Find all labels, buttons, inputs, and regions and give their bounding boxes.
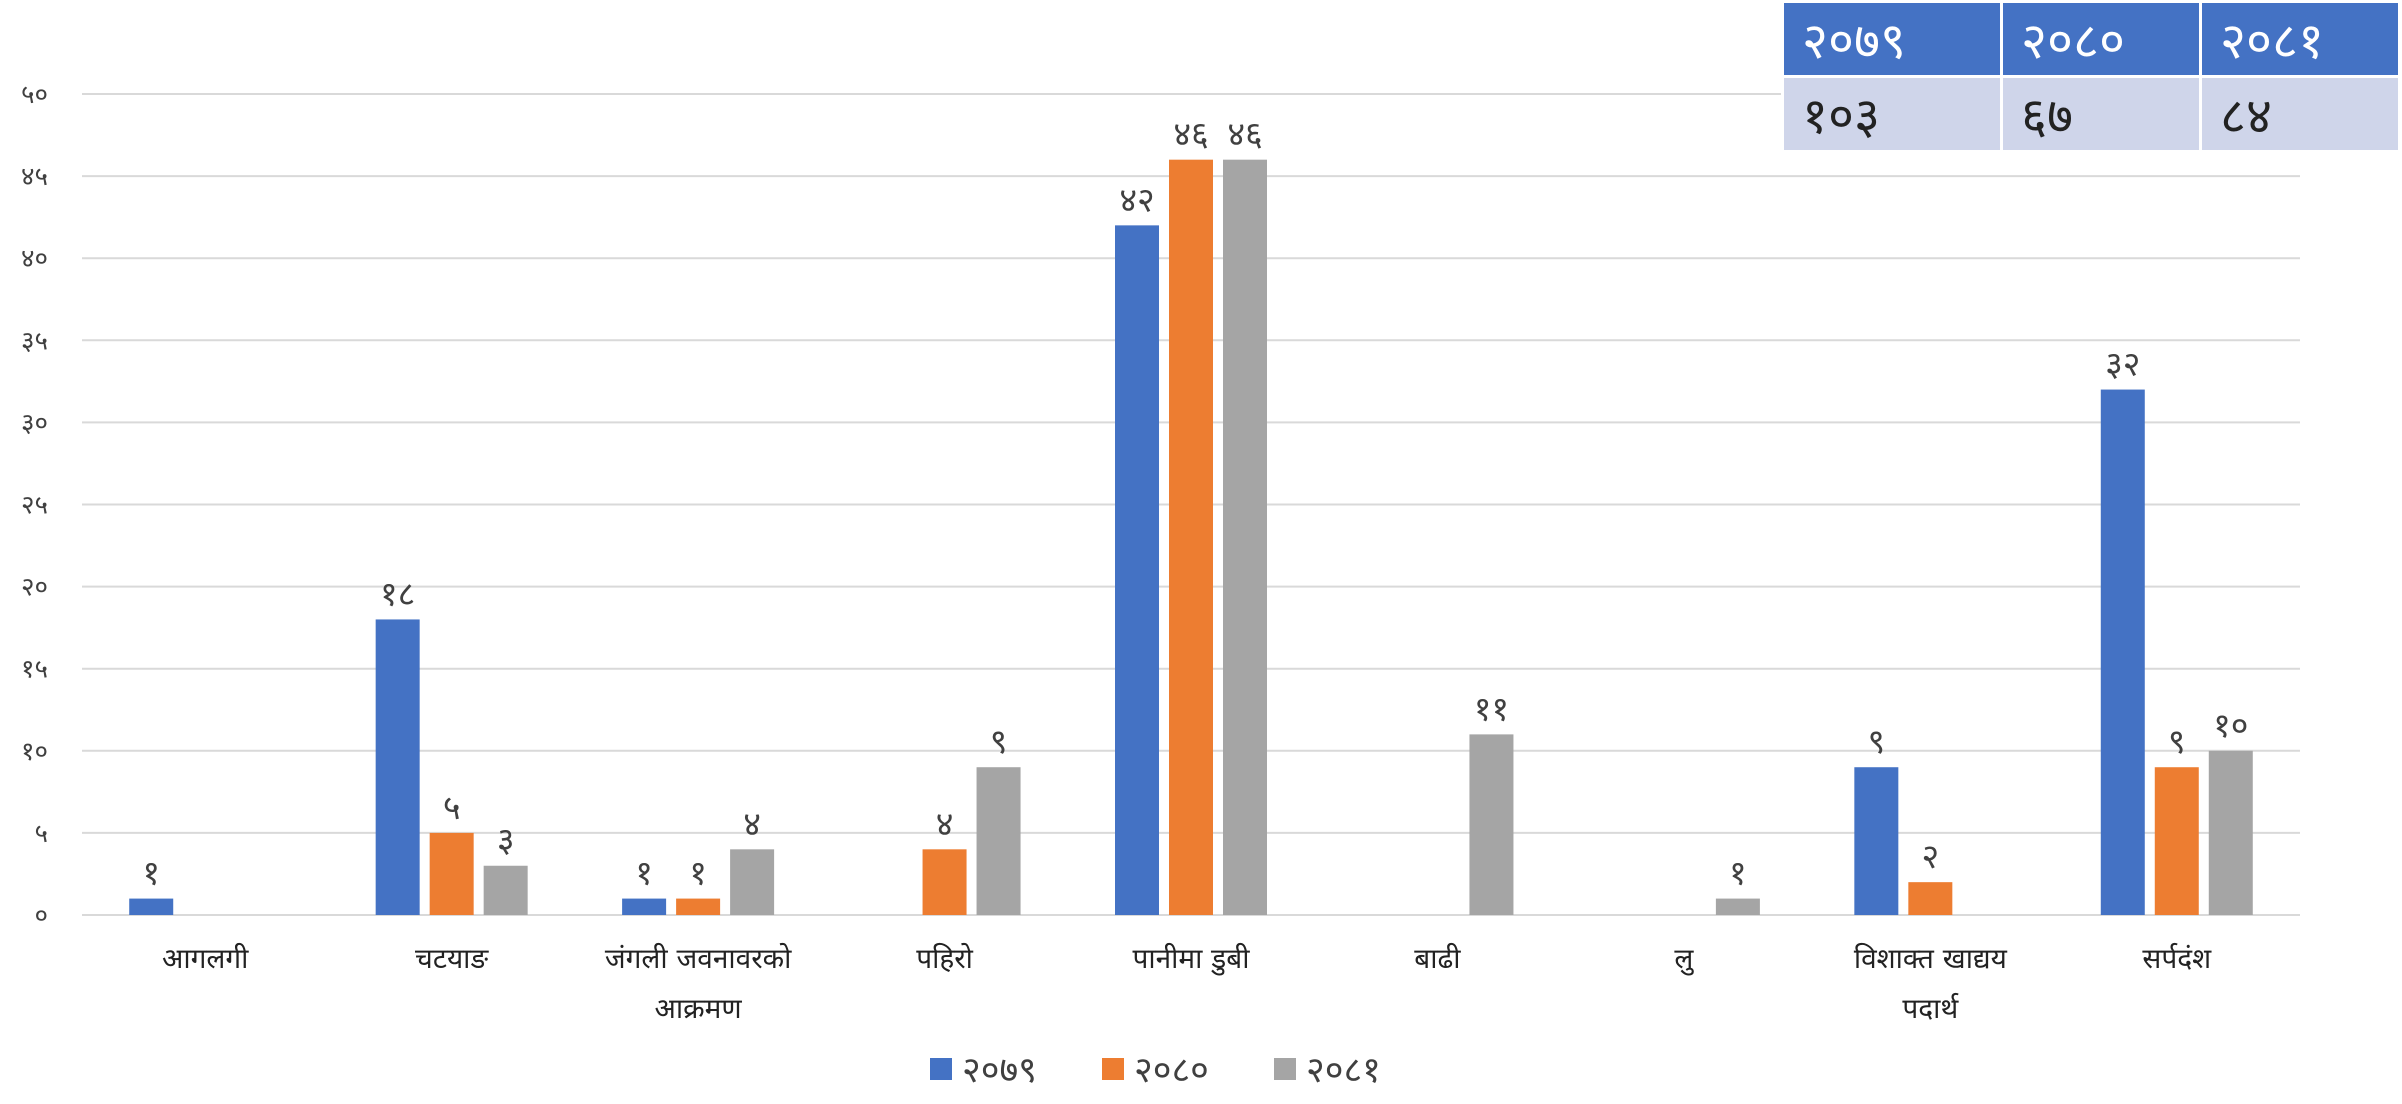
data-label: ४६: [1173, 115, 1208, 155]
summary-header-cell: २०८१: [2202, 3, 2398, 75]
data-label: ५: [443, 788, 461, 828]
y-tick-label: १०: [21, 737, 48, 767]
summary-value-cell: १०३: [1784, 78, 2000, 150]
bar-0-0: [129, 898, 174, 915]
bar-0-2: [622, 898, 667, 915]
x-axis-categories: आगलगी चटयाङ जंगली जवनावरको आक्रमण पहिरो पानीम…: [162, 942, 2212, 1025]
bar-0-8: [2100, 389, 2145, 915]
summary-header-cell: २०८०: [2003, 3, 2199, 75]
y-tick-label: ३५: [21, 326, 48, 356]
data-label: ९: [990, 722, 1008, 762]
data-label: १: [689, 854, 707, 894]
data-label: १८: [380, 574, 415, 614]
x-category-label: जंगली जवनावरको: [605, 942, 792, 975]
bar-0-1: [375, 619, 420, 915]
data-label: ४६: [1227, 115, 1262, 155]
bar-2-1: [483, 865, 528, 915]
summary-table: २०७९ २०८० २०८१ १०३ ६७ ८४: [1781, 0, 2401, 153]
data-label: ४: [936, 804, 954, 844]
data-label: ९: [2168, 722, 2186, 762]
x-category-label: चटयाङ: [415, 942, 489, 975]
bar-1-1: [429, 832, 474, 915]
y-tick-label: ४५: [21, 162, 48, 192]
x-category-label: पानीमा डुबी: [1132, 942, 1250, 976]
legend-swatch: [930, 1058, 952, 1080]
y-tick-label: ०: [34, 901, 48, 931]
x-category-label: पहिरो: [916, 942, 973, 975]
bar-2-5: [1469, 734, 1514, 915]
y-axis-ticks: ० ५ १० १५ २० २५ ३० ३५ ४० ४५ ५०: [21, 80, 48, 931]
x-category-label: विशाक्त खाद्यय: [1854, 942, 2008, 975]
y-tick-label: ३०: [21, 408, 48, 438]
bar-1-2: [676, 898, 721, 915]
legend: २०७९ २०८० २०८१: [930, 1050, 1381, 1091]
bars: [129, 159, 2253, 916]
x-category-label: सर्पदंश: [2142, 942, 2212, 975]
summary-value-row: १०३ ६७ ८४: [1784, 78, 2398, 150]
bar-2-4: [1223, 159, 1267, 915]
data-label: ३: [497, 821, 515, 861]
bar-2-3: [976, 767, 1021, 915]
y-tick-label: ५: [34, 819, 48, 849]
x-category-label: लु: [1674, 942, 1694, 976]
legend-label: २०७९: [962, 1050, 1037, 1091]
y-tick-label: २०: [21, 573, 48, 603]
summary-value-cell: ६७: [2003, 78, 2199, 150]
data-label: १: [1729, 854, 1747, 894]
data-label: ४: [743, 804, 761, 844]
x-category-label: आक्रमण: [655, 992, 743, 1025]
data-label: १: [635, 854, 653, 894]
bar-0-7: [1854, 767, 1899, 915]
bar-1-4: [1169, 159, 1213, 915]
bar-1-7: [1908, 882, 1953, 915]
bar-2-2: [730, 849, 775, 915]
x-category-label: बाढी: [1414, 942, 1461, 975]
legend-label: २०८१: [1306, 1050, 1381, 1091]
bar-2-8: [2208, 750, 2253, 915]
legend-swatch: [1274, 1058, 1296, 1080]
data-label: ११: [1474, 689, 1509, 729]
data-label: १०: [2213, 706, 2248, 746]
y-tick-label: ५०: [21, 80, 48, 110]
data-label: १: [142, 854, 160, 894]
legend-label: २०८०: [1134, 1050, 1209, 1091]
data-label: ४२: [1119, 180, 1154, 220]
x-category-label: आगलगी: [162, 942, 249, 975]
summary-header-cell: २०७९: [1784, 3, 2000, 75]
bar-1-3: [922, 849, 967, 915]
bar-0-4: [1115, 225, 1159, 916]
x-category-label: पदार्थ: [1902, 992, 1959, 1025]
summary-header-row: २०७९ २०८० २०८१: [1784, 3, 2398, 75]
data-label: ९: [1867, 722, 1885, 762]
legend-swatch: [1102, 1058, 1124, 1080]
y-tick-label: २५: [21, 491, 48, 521]
bar-1-8: [2154, 767, 2199, 915]
y-tick-label: ४०: [21, 244, 48, 274]
data-label: २: [1921, 837, 1939, 877]
data-label: ३२: [2105, 345, 2140, 385]
bar-2-6: [1715, 898, 1760, 915]
y-tick-label: १५: [21, 655, 48, 685]
summary-value-cell: ८४: [2202, 78, 2398, 150]
